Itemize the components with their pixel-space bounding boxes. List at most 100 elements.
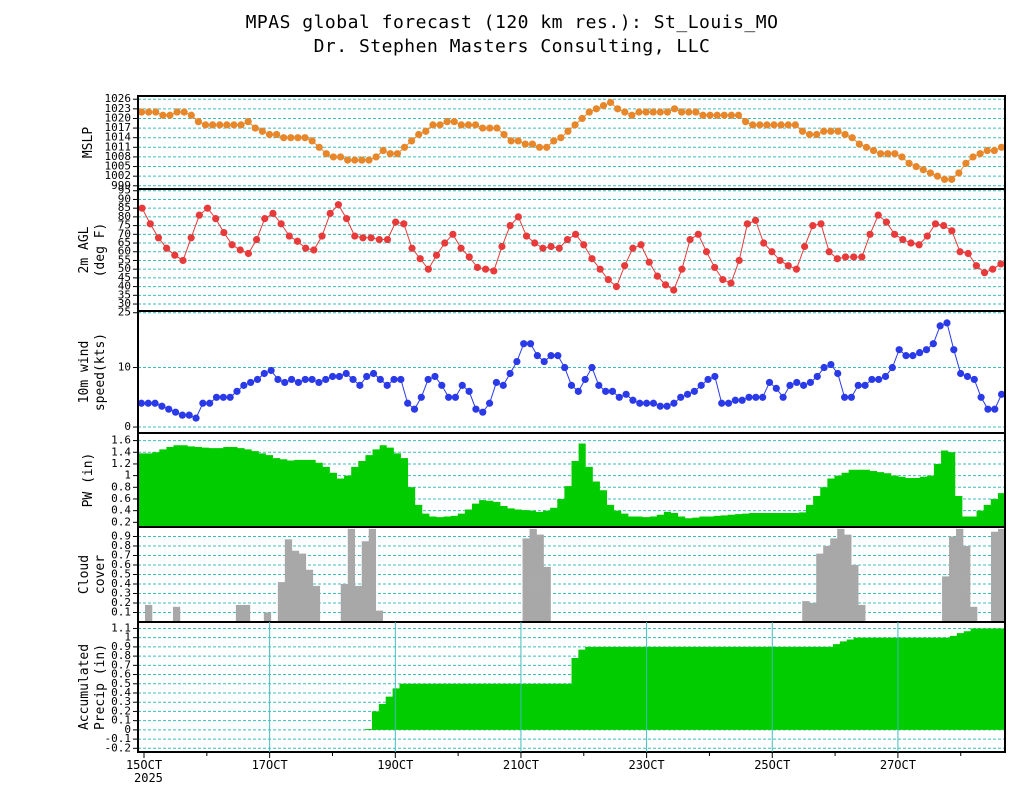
temp-point xyxy=(653,272,661,280)
wind-point xyxy=(547,352,555,360)
mslp-point xyxy=(820,127,828,135)
temp-point xyxy=(522,232,531,240)
wind-point xyxy=(247,378,255,387)
wind-point xyxy=(847,393,855,401)
temp-point xyxy=(882,218,891,226)
temp-point xyxy=(874,211,882,219)
mslp-point xyxy=(393,150,401,158)
wind-point xyxy=(622,390,630,398)
wind-point xyxy=(561,363,569,372)
temp-point xyxy=(711,263,719,272)
x-tick-label: 17OCT xyxy=(252,758,288,772)
mslp-point xyxy=(997,143,1006,151)
temp-point xyxy=(342,215,351,223)
wind-point xyxy=(615,393,623,401)
cloud-bar xyxy=(312,585,321,622)
wind-point xyxy=(417,393,425,401)
y-tick-label: 0.5 xyxy=(111,677,131,690)
temp-point xyxy=(858,253,866,261)
wind-point xyxy=(629,396,637,404)
temp-point xyxy=(948,227,956,235)
wind-point xyxy=(397,375,405,384)
temp-point xyxy=(490,267,498,275)
cloud-bar xyxy=(844,534,852,622)
cloud-bar xyxy=(242,604,251,622)
wind-point xyxy=(431,372,439,381)
cloud-bar xyxy=(949,536,957,622)
y-axis-label: 10m wind xyxy=(77,341,92,404)
y-tick-label: 1.2 xyxy=(111,457,131,470)
y-tick-label: 0.7 xyxy=(111,658,131,671)
wind-point xyxy=(656,402,664,410)
temp-point xyxy=(482,265,490,273)
mslp-point xyxy=(635,108,643,116)
cloud-bar xyxy=(816,553,824,622)
temp-point xyxy=(302,244,310,252)
wind-point xyxy=(636,399,644,407)
wind-point xyxy=(984,405,992,413)
mslp-point xyxy=(805,130,814,139)
mslp-point xyxy=(351,156,359,164)
wind-point xyxy=(499,381,507,389)
wind-point xyxy=(451,393,460,401)
temp-point xyxy=(457,244,465,252)
wind-point xyxy=(922,346,931,354)
mslp-point xyxy=(301,134,309,142)
temp-point xyxy=(915,241,923,249)
wind-point xyxy=(581,375,589,384)
y-axis-label: Accumulated xyxy=(77,644,92,730)
cloud-bar xyxy=(277,582,286,622)
mslp-point xyxy=(621,108,629,116)
temp-point xyxy=(694,230,702,238)
temp-point xyxy=(743,220,751,228)
temp-point xyxy=(940,222,948,230)
y-axis-label: Cloud xyxy=(77,555,92,594)
wind-point xyxy=(322,375,330,384)
cloud-bar xyxy=(340,584,349,622)
mslp-point xyxy=(599,102,608,110)
mslp-point xyxy=(727,111,735,119)
cloud-bar xyxy=(970,606,978,622)
cloud-bar xyxy=(172,606,181,622)
wind-point xyxy=(697,381,705,389)
temp-point xyxy=(645,258,653,266)
mslp-point xyxy=(457,121,465,129)
y-tick-label: 0.4 xyxy=(111,686,131,699)
temp-point xyxy=(817,220,825,228)
mslp-point xyxy=(649,108,657,116)
temp-point xyxy=(801,242,809,251)
wind-point xyxy=(759,393,767,401)
wind-point xyxy=(328,372,337,381)
mslp-point xyxy=(258,127,266,135)
wind-point xyxy=(663,402,671,410)
wind-point xyxy=(253,375,262,384)
temp-point xyxy=(441,239,449,247)
temp-point xyxy=(547,242,555,251)
cloud-bar xyxy=(354,585,363,622)
temp-point xyxy=(408,244,416,252)
temp-point xyxy=(326,209,334,217)
y-tick-label: 0.7 xyxy=(111,549,131,562)
temp-point xyxy=(866,230,874,238)
wind-point xyxy=(383,381,391,389)
wind-point xyxy=(472,405,480,413)
mslp-point xyxy=(436,121,444,129)
temp-point xyxy=(890,230,899,238)
cloud-bar xyxy=(375,610,384,622)
wind-point xyxy=(185,411,193,419)
mslp-point xyxy=(571,121,579,129)
temp-point xyxy=(997,260,1005,268)
wind-point xyxy=(520,340,528,348)
x-tick-label: 21OCT xyxy=(503,758,539,772)
wind-point xyxy=(192,414,200,422)
mslp-point xyxy=(471,121,480,129)
wind-point xyxy=(533,352,541,360)
panel-frame xyxy=(137,621,1006,753)
mslp-point xyxy=(429,121,437,129)
mslp-point xyxy=(201,121,210,129)
mslp-point xyxy=(749,121,757,129)
y-tick-label: -0.1 xyxy=(105,732,132,745)
wind-point xyxy=(608,387,617,395)
temp-point xyxy=(702,248,711,256)
cloud-bar xyxy=(284,539,293,622)
